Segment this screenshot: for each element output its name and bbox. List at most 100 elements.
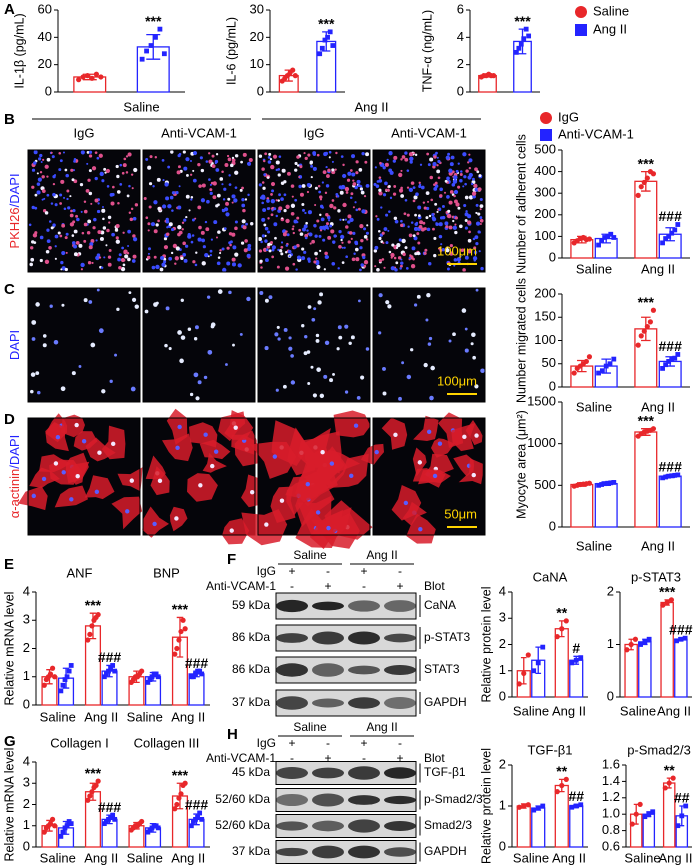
cell bbox=[319, 393, 325, 399]
cell bbox=[131, 259, 136, 263]
band-name: p-STAT3 bbox=[424, 630, 471, 644]
cell bbox=[280, 245, 284, 249]
data-point bbox=[608, 231, 614, 237]
cell bbox=[386, 188, 390, 192]
data-point bbox=[182, 780, 188, 786]
cell bbox=[382, 366, 386, 371]
cell bbox=[380, 240, 384, 244]
nucleus bbox=[279, 498, 285, 503]
nucleus bbox=[233, 425, 238, 430]
cell bbox=[426, 293, 431, 298]
cell bbox=[328, 150, 332, 154]
cell bbox=[43, 197, 46, 200]
cell bbox=[398, 238, 402, 242]
y-tick-label: 2 bbox=[23, 640, 30, 655]
treatment-sign: - bbox=[326, 736, 330, 750]
cell bbox=[438, 222, 443, 227]
cell bbox=[333, 206, 337, 210]
cell bbox=[406, 186, 410, 189]
cell bbox=[394, 219, 399, 224]
cell bbox=[128, 211, 132, 214]
cell bbox=[149, 155, 153, 159]
data-point bbox=[139, 56, 145, 62]
cell bbox=[408, 233, 413, 238]
cell bbox=[400, 261, 404, 265]
nucleus bbox=[53, 461, 59, 466]
cell bbox=[261, 201, 264, 205]
cell bbox=[323, 268, 326, 271]
cell bbox=[190, 198, 193, 201]
data-point bbox=[148, 43, 154, 48]
cell bbox=[209, 249, 213, 253]
cell bbox=[389, 196, 393, 200]
cell bbox=[31, 205, 35, 210]
cell bbox=[134, 203, 139, 207]
x-tick-label: Saline bbox=[624, 850, 660, 865]
cell bbox=[128, 184, 131, 188]
cell bbox=[304, 236, 308, 240]
cell bbox=[350, 237, 353, 240]
cell bbox=[298, 228, 302, 232]
cell bbox=[275, 160, 280, 165]
cell bbox=[477, 187, 482, 192]
y-tick-label: 4 bbox=[457, 29, 464, 44]
cell bbox=[472, 177, 475, 181]
data-point bbox=[666, 780, 672, 786]
cell bbox=[65, 251, 68, 254]
cell bbox=[83, 298, 88, 303]
y-tick-label: 4 bbox=[499, 583, 506, 598]
data-point bbox=[58, 688, 64, 694]
cell bbox=[170, 150, 174, 154]
cell bbox=[419, 163, 423, 166]
cell bbox=[309, 242, 312, 245]
cell bbox=[249, 441, 297, 479]
cell bbox=[39, 170, 43, 174]
cell bbox=[247, 161, 252, 166]
cell bbox=[280, 252, 284, 256]
cell bbox=[102, 226, 107, 230]
cell bbox=[86, 231, 91, 235]
cell bbox=[359, 223, 364, 229]
cell bbox=[348, 231, 353, 235]
cell bbox=[467, 161, 470, 164]
legend-marker bbox=[540, 112, 552, 124]
cell bbox=[71, 371, 76, 376]
error-bar bbox=[176, 616, 184, 658]
cell bbox=[363, 235, 368, 239]
cell bbox=[465, 210, 468, 213]
cell bbox=[429, 157, 434, 162]
blot-strip bbox=[275, 624, 417, 652]
cell bbox=[226, 246, 230, 250]
cell bbox=[132, 216, 137, 221]
cell bbox=[437, 159, 441, 164]
cell bbox=[445, 155, 450, 160]
y-tick-label: 0 bbox=[549, 249, 556, 264]
cell bbox=[327, 235, 332, 240]
data-point bbox=[596, 482, 601, 488]
cell bbox=[459, 173, 463, 176]
data-point bbox=[110, 663, 116, 668]
group-label: Collagen I bbox=[50, 735, 109, 750]
cell bbox=[338, 230, 342, 234]
cell bbox=[263, 159, 266, 163]
cell bbox=[434, 202, 438, 206]
significance: *** bbox=[514, 13, 531, 29]
cell bbox=[479, 218, 484, 223]
cell bbox=[435, 222, 439, 227]
cell bbox=[476, 170, 480, 174]
cell bbox=[449, 251, 454, 256]
cell bbox=[353, 252, 356, 255]
cell bbox=[454, 223, 457, 226]
cell bbox=[412, 186, 416, 190]
data-point bbox=[157, 26, 163, 32]
cell bbox=[354, 201, 357, 204]
cell bbox=[232, 245, 237, 250]
cell bbox=[433, 186, 438, 191]
cell bbox=[390, 266, 395, 271]
x-tick-label: Saline bbox=[576, 399, 612, 414]
nucleus bbox=[198, 483, 203, 488]
cell bbox=[210, 324, 215, 329]
cell bbox=[62, 151, 65, 154]
cell bbox=[98, 328, 104, 334]
cell bbox=[177, 232, 181, 237]
